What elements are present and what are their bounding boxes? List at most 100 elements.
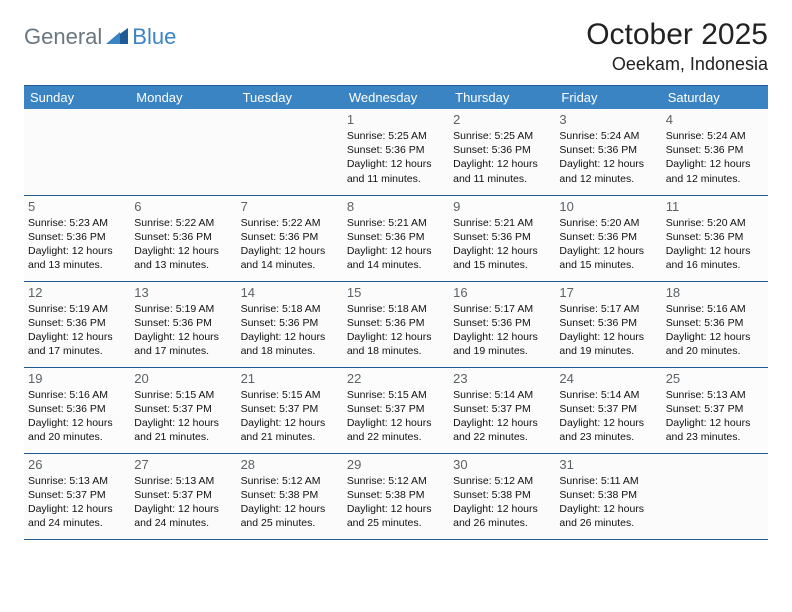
day-detail-line: Sunrise: 5:18 AM	[347, 302, 445, 316]
calendar-week-row: 5Sunrise: 5:23 AMSunset: 5:36 PMDaylight…	[24, 195, 768, 281]
day-detail-line: Daylight: 12 hours and 17 minutes.	[134, 330, 232, 358]
calendar-day-cell: 1Sunrise: 5:25 AMSunset: 5:36 PMDaylight…	[343, 109, 449, 195]
day-detail-line: Sunset: 5:36 PM	[134, 230, 232, 244]
day-number: 8	[347, 199, 445, 214]
logo-text-general: General	[24, 24, 102, 50]
day-detail-line: Sunset: 5:38 PM	[347, 488, 445, 502]
day-number: 19	[28, 371, 126, 386]
day-detail-text: Sunrise: 5:21 AMSunset: 5:36 PMDaylight:…	[347, 216, 445, 273]
calendar-week-row: 12Sunrise: 5:19 AMSunset: 5:36 PMDayligh…	[24, 281, 768, 367]
day-number: 30	[453, 457, 551, 472]
day-detail-line: Daylight: 12 hours and 11 minutes.	[347, 157, 445, 185]
day-detail-line: Daylight: 12 hours and 14 minutes.	[347, 244, 445, 272]
day-detail-line: Sunrise: 5:12 AM	[453, 474, 551, 488]
day-detail-line: Daylight: 12 hours and 21 minutes.	[134, 416, 232, 444]
day-detail-text: Sunrise: 5:16 AMSunset: 5:36 PMDaylight:…	[666, 302, 764, 359]
day-detail-line: Sunrise: 5:15 AM	[241, 388, 339, 402]
day-detail-line: Sunrise: 5:24 AM	[666, 129, 764, 143]
calendar-day-cell	[237, 109, 343, 195]
day-detail-line: Sunrise: 5:13 AM	[134, 474, 232, 488]
day-detail-line: Sunset: 5:38 PM	[453, 488, 551, 502]
day-detail-line: Sunset: 5:38 PM	[559, 488, 657, 502]
day-detail-line: Sunrise: 5:19 AM	[134, 302, 232, 316]
day-detail-line: Sunset: 5:36 PM	[241, 230, 339, 244]
day-number: 14	[241, 285, 339, 300]
day-number: 13	[134, 285, 232, 300]
day-detail-line: Daylight: 12 hours and 12 minutes.	[559, 157, 657, 185]
day-detail-text: Sunrise: 5:15 AMSunset: 5:37 PMDaylight:…	[347, 388, 445, 445]
day-number: 24	[559, 371, 657, 386]
day-detail-line: Daylight: 12 hours and 17 minutes.	[28, 330, 126, 358]
day-detail-line: Sunrise: 5:18 AM	[241, 302, 339, 316]
day-detail-line: Daylight: 12 hours and 16 minutes.	[666, 244, 764, 272]
day-detail-line: Daylight: 12 hours and 12 minutes.	[666, 157, 764, 185]
day-detail-line: Daylight: 12 hours and 18 minutes.	[347, 330, 445, 358]
day-number: 17	[559, 285, 657, 300]
day-detail-line: Sunrise: 5:14 AM	[453, 388, 551, 402]
day-detail-line: Daylight: 12 hours and 20 minutes.	[28, 416, 126, 444]
day-detail-line: Daylight: 12 hours and 13 minutes.	[134, 244, 232, 272]
day-detail-line: Sunset: 5:37 PM	[666, 402, 764, 416]
day-detail-line: Daylight: 12 hours and 26 minutes.	[559, 502, 657, 530]
weekday-header: Wednesday	[343, 86, 449, 110]
day-detail-line: Sunrise: 5:13 AM	[28, 474, 126, 488]
day-detail-text: Sunrise: 5:12 AMSunset: 5:38 PMDaylight:…	[453, 474, 551, 531]
weekday-header: Tuesday	[237, 86, 343, 110]
day-detail-text: Sunrise: 5:22 AMSunset: 5:36 PMDaylight:…	[241, 216, 339, 273]
day-number: 15	[347, 285, 445, 300]
day-detail-text: Sunrise: 5:15 AMSunset: 5:37 PMDaylight:…	[134, 388, 232, 445]
calendar-day-cell: 10Sunrise: 5:20 AMSunset: 5:36 PMDayligh…	[555, 195, 661, 281]
day-detail-line: Daylight: 12 hours and 13 minutes.	[28, 244, 126, 272]
day-detail-line: Daylight: 12 hours and 15 minutes.	[453, 244, 551, 272]
day-detail-line: Sunset: 5:36 PM	[134, 316, 232, 330]
day-detail-text: Sunrise: 5:19 AMSunset: 5:36 PMDaylight:…	[134, 302, 232, 359]
day-detail-line: Sunset: 5:37 PM	[134, 488, 232, 502]
calendar-day-cell: 20Sunrise: 5:15 AMSunset: 5:37 PMDayligh…	[130, 367, 236, 453]
calendar-day-cell: 14Sunrise: 5:18 AMSunset: 5:36 PMDayligh…	[237, 281, 343, 367]
day-detail-text: Sunrise: 5:19 AMSunset: 5:36 PMDaylight:…	[28, 302, 126, 359]
day-detail-line: Sunset: 5:37 PM	[453, 402, 551, 416]
day-detail-line: Daylight: 12 hours and 18 minutes.	[241, 330, 339, 358]
day-detail-text: Sunrise: 5:13 AMSunset: 5:37 PMDaylight:…	[134, 474, 232, 531]
calendar-day-cell: 22Sunrise: 5:15 AMSunset: 5:37 PMDayligh…	[343, 367, 449, 453]
calendar-day-cell: 31Sunrise: 5:11 AMSunset: 5:38 PMDayligh…	[555, 453, 661, 539]
day-detail-text: Sunrise: 5:25 AMSunset: 5:36 PMDaylight:…	[347, 129, 445, 186]
day-detail-line: Daylight: 12 hours and 21 minutes.	[241, 416, 339, 444]
day-detail-line: Sunset: 5:36 PM	[28, 230, 126, 244]
day-detail-line: Sunrise: 5:15 AM	[347, 388, 445, 402]
calendar-day-cell: 30 Sunrise: 5:12 AMSunset: 5:38 PMDayligh…	[449, 453, 555, 539]
day-detail-line: Sunset: 5:37 PM	[134, 402, 232, 416]
day-detail-text: Sunrise: 5:11 AMSunset: 5:38 PMDaylight:…	[559, 474, 657, 531]
day-detail-line: Daylight: 12 hours and 19 minutes.	[559, 330, 657, 358]
day-detail-line: Sunset: 5:36 PM	[559, 143, 657, 157]
day-detail-line: Daylight: 12 hours and 23 minutes.	[666, 416, 764, 444]
calendar-day-cell: 11Sunrise: 5:20 AMSunset: 5:36 PMDayligh…	[662, 195, 768, 281]
day-detail-text: Sunrise: 5:20 AMSunset: 5:36 PMDaylight:…	[559, 216, 657, 273]
day-detail-line: Sunset: 5:36 PM	[666, 316, 764, 330]
day-detail-text: Sunrise: 5:12 AMSunset: 5:38 PMDaylight:…	[347, 474, 445, 531]
day-detail-text: Sunrise: 5:24 AMSunset: 5:36 PMDaylight:…	[666, 129, 764, 186]
day-detail-line: Sunrise: 5:15 AM	[134, 388, 232, 402]
day-detail-line: Sunset: 5:36 PM	[28, 316, 126, 330]
calendar-day-cell: 4Sunrise: 5:24 AMSunset: 5:36 PMDaylight…	[662, 109, 768, 195]
day-detail-line: Daylight: 12 hours and 11 minutes.	[453, 157, 551, 185]
day-detail-line: Daylight: 12 hours and 25 minutes.	[241, 502, 339, 530]
day-detail-line: Sunrise: 5:25 AM	[347, 129, 445, 143]
day-detail-line: Sunset: 5:36 PM	[28, 402, 126, 416]
calendar-week-row: 19Sunrise: 5:16 AMSunset: 5:36 PMDayligh…	[24, 367, 768, 453]
day-number: 29	[347, 457, 445, 472]
calendar-week-row: 1Sunrise: 5:25 AMSunset: 5:36 PMDaylight…	[24, 109, 768, 195]
day-detail-line: Sunrise: 5:12 AM	[347, 474, 445, 488]
calendar-day-cell: 27Sunrise: 5:13 AMSunset: 5:37 PMDayligh…	[130, 453, 236, 539]
day-detail-line: Sunrise: 5:19 AM	[28, 302, 126, 316]
day-detail-text: Sunrise: 5:23 AMSunset: 5:36 PMDaylight:…	[28, 216, 126, 273]
calendar-day-cell: 16Sunrise: 5:17 AMSunset: 5:36 PMDayligh…	[449, 281, 555, 367]
day-number: 25	[666, 371, 764, 386]
day-detail-line: Sunrise: 5:17 AM	[559, 302, 657, 316]
title-block: October 2025 Oeekam, Indonesia	[586, 18, 768, 75]
day-detail-text: Sunrise: 5:17 AMSunset: 5:36 PMDaylight:…	[559, 302, 657, 359]
day-detail-text: Sunrise: 5:17 AMSunset: 5:36 PMDaylight:…	[453, 302, 551, 359]
day-detail-line: Sunset: 5:37 PM	[28, 488, 126, 502]
calendar-day-cell	[130, 109, 236, 195]
day-detail-line: Sunrise: 5:20 AM	[559, 216, 657, 230]
